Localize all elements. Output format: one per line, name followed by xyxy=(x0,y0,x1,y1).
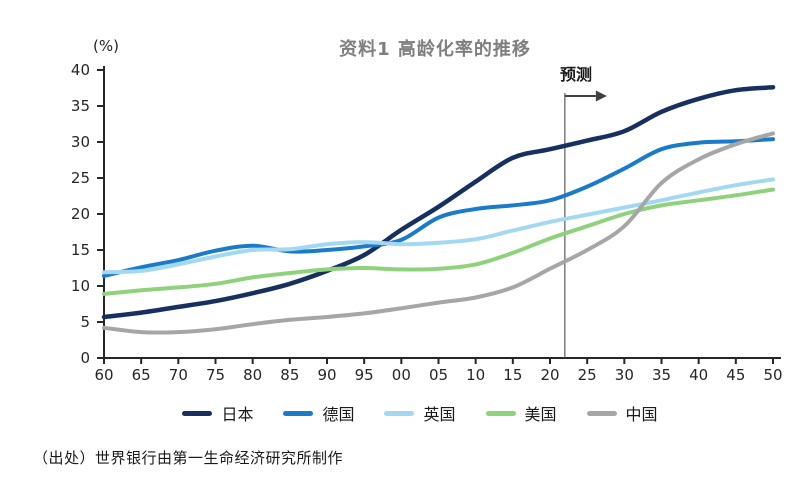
x-tick-label: 70 xyxy=(168,366,188,384)
forecast-arrow-head xyxy=(595,90,607,102)
series-line-germany xyxy=(102,137,775,278)
axis-lines xyxy=(103,66,781,359)
legend-swatch-usa xyxy=(485,410,516,416)
x-tick-label: 50 xyxy=(763,366,783,384)
legend-label-germany: 德国 xyxy=(322,405,355,424)
x-tick-label: 20 xyxy=(540,366,560,384)
chart-title: 资料1 高龄化率的推移 xyxy=(339,39,531,60)
legend-item-china: 中国 xyxy=(586,401,658,425)
legend-label-japan: 日本 xyxy=(221,405,254,424)
legend-item-uk: 英国 xyxy=(384,401,456,425)
y-tick-label: 20 xyxy=(70,205,90,223)
series-line-uk xyxy=(102,177,775,275)
y-tick-label: 40 xyxy=(70,61,90,79)
source-note: （出处）世界银行由第一生命经济研究所制作 xyxy=(33,449,344,467)
chart-legend: 日本 德国 英国 美国 中国 xyxy=(90,401,750,425)
x-tick-label: 45 xyxy=(726,366,746,384)
y-axis-unit-label: (%) xyxy=(93,37,119,55)
legend-label-usa: 美国 xyxy=(524,405,557,424)
x-tick-label: 05 xyxy=(428,366,449,384)
legend-swatch-japan xyxy=(182,410,213,416)
x-tick-label: 00 xyxy=(391,366,411,384)
legend-label-uk: 英国 xyxy=(423,405,456,424)
y-tick-label: 5 xyxy=(80,313,90,331)
legend-label-china: 中国 xyxy=(625,405,658,424)
x-tick-label: 10 xyxy=(466,366,486,384)
x-tick-label: 90 xyxy=(317,366,337,384)
x-tick-label: 25 xyxy=(577,366,597,384)
y-tick-label: 15 xyxy=(70,241,90,259)
legend-item-germany: 德国 xyxy=(283,401,354,425)
y-tick-label: 10 xyxy=(70,277,90,295)
legend-item-japan: 日本 xyxy=(182,401,253,425)
x-tick-label: 75 xyxy=(205,366,226,384)
x-tick-label: 85 xyxy=(280,366,300,384)
x-tick-label: 35 xyxy=(651,366,672,384)
y-tick-label: 35 xyxy=(70,97,90,115)
legend-swatch-uk xyxy=(384,410,415,416)
legend-swatch-china xyxy=(586,410,617,416)
y-tick-label: 25 xyxy=(70,169,90,187)
series-line-usa xyxy=(102,187,775,296)
x-tick-label: 65 xyxy=(131,366,151,384)
series-line-japan xyxy=(101,85,776,320)
x-tick-label: 40 xyxy=(689,366,709,384)
x-tick-label: 80 xyxy=(243,366,263,384)
x-tick-label: 95 xyxy=(354,366,374,384)
series-line-china xyxy=(102,131,775,335)
x-tick-label: 15 xyxy=(503,366,523,384)
legend-swatch-germany xyxy=(283,410,314,416)
y-tick-label: 0 xyxy=(80,349,90,367)
legend-item-usa: 美国 xyxy=(485,401,557,425)
x-tick-label: 60 xyxy=(94,366,114,384)
x-tick-label: 30 xyxy=(614,366,634,384)
forecast-annotation-label: 预测 xyxy=(559,65,592,84)
y-tick-label: 30 xyxy=(70,133,90,151)
